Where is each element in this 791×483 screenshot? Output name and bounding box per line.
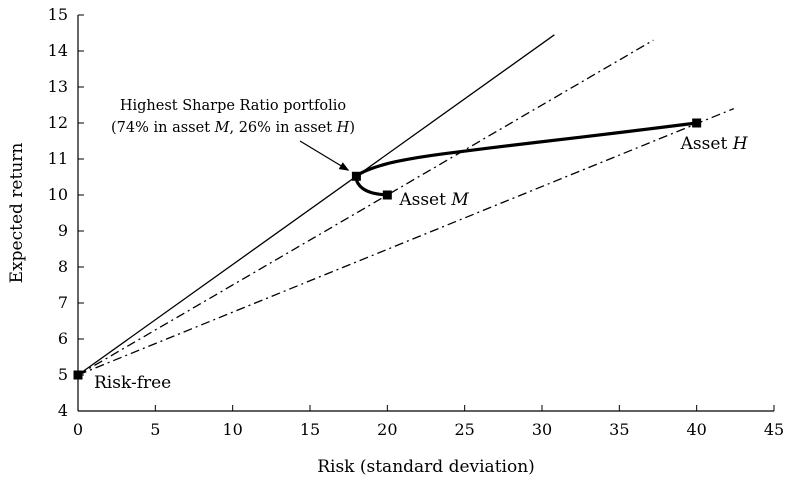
x-ticks: 0 5 10 15 20 25 30 35 40 45 — [73, 405, 784, 439]
y-tick-label: 14 — [48, 41, 68, 60]
annotation-arrow — [299, 140, 350, 171]
y-tick-label: 15 — [48, 5, 68, 24]
x-tick-label: 35 — [609, 420, 629, 439]
cal-line-dashdot-2 — [77, 107, 735, 376]
x-tick-label: 25 — [454, 420, 474, 439]
label-asset-m: Asset M — [398, 190, 469, 210]
axes — [77, 15, 774, 412]
x-tick-label: 30 — [532, 420, 552, 439]
x-tick-label: 40 — [686, 420, 706, 439]
x-tick-label: 0 — [73, 420, 83, 439]
x-axis-title: Risk (standard deviation) — [317, 457, 535, 477]
x-tick-label: 45 — [764, 420, 784, 439]
x-tick-label: 20 — [377, 420, 397, 439]
y-tick-label: 11 — [48, 149, 68, 168]
y-tick-label: 10 — [48, 185, 68, 204]
y-ticks: 4 5 6 7 8 9 10 11 12 13 14 15 — [48, 5, 84, 420]
y-tick-label: 8 — [58, 257, 68, 276]
x-tick-label: 10 — [222, 420, 242, 439]
x-tick-label: 5 — [150, 420, 160, 439]
points: Risk-free Asset M Asset H — [73, 118, 749, 393]
annotation-line1: Highest Sharpe Ratio portfolio — [120, 98, 346, 114]
x-tick-label: 15 — [300, 420, 320, 439]
annotation: Highest Sharpe Ratio portfolio (74% in a… — [111, 98, 355, 171]
y-tick-label: 6 — [58, 329, 68, 348]
data-point — [73, 370, 83, 380]
y-tick-label: 4 — [58, 401, 68, 420]
data-point — [351, 171, 361, 181]
y-tick-label: 13 — [48, 77, 68, 96]
y-tick-label: 5 — [58, 365, 68, 384]
label-risk-free: Risk-free — [94, 373, 171, 393]
frontier — [354, 121, 699, 197]
cal-line-dashdot-1 — [77, 39, 654, 376]
data-point — [692, 118, 702, 128]
data-point — [382, 190, 392, 200]
y-tick-label: 7 — [58, 293, 68, 312]
cal-line-solid — [77, 34, 555, 376]
label-asset-h: Asset H — [680, 134, 749, 154]
lines — [77, 34, 735, 376]
y-axis-title: Expected return — [7, 143, 27, 284]
y-tick-label: 9 — [58, 221, 68, 240]
efficient-frontier — [354, 121, 699, 197]
y-tick-label: 12 — [48, 113, 68, 132]
annotation-line2: (74% in asset M, 26% in asset H) — [111, 120, 355, 136]
